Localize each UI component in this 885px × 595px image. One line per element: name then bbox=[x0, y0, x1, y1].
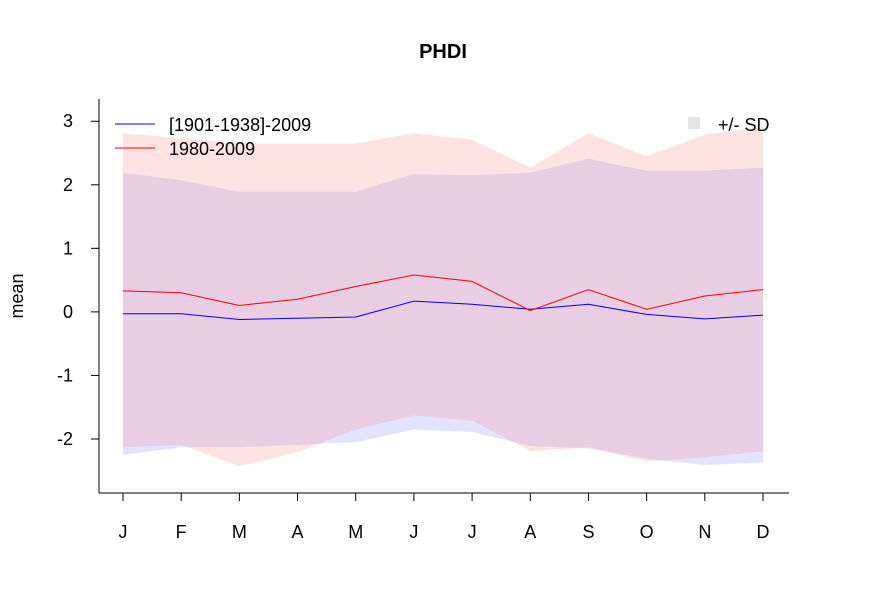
legend-swatch-sd-band bbox=[688, 117, 700, 129]
x-tick-label: J bbox=[468, 522, 477, 542]
legend-label-series-1: [1901-1938]-2009 bbox=[169, 115, 311, 135]
x-tick-label: N bbox=[698, 522, 711, 542]
legend: [1901-1938]-2009 1980-2009 +/- SD bbox=[115, 115, 770, 159]
sd-band-series-1 bbox=[123, 158, 763, 465]
x-tick-label: S bbox=[582, 522, 594, 542]
x-tick-label: M bbox=[348, 522, 363, 542]
y-tick-label: -1 bbox=[57, 365, 73, 385]
y-ticks: -2 -1 0 1 2 3 bbox=[57, 111, 99, 449]
x-tick-label: A bbox=[292, 522, 304, 542]
sd-band-series-2 bbox=[123, 127, 763, 467]
x-tick-label: F bbox=[176, 522, 187, 542]
chart-title: PHDI bbox=[419, 41, 467, 63]
mean-line-series-2 bbox=[122, 274, 764, 312]
mean-line-series-1 bbox=[123, 300, 764, 321]
x-tick-label: M bbox=[232, 522, 247, 542]
x-tick-label: J bbox=[409, 522, 418, 542]
legend-label-series-2: 1980-2009 bbox=[169, 139, 255, 159]
x-tick-label: O bbox=[640, 522, 654, 542]
x-tick-label: A bbox=[524, 522, 536, 542]
legend-label-sd-band: +/- SD bbox=[718, 115, 770, 135]
y-tick-label: -2 bbox=[57, 429, 73, 449]
y-tick-label: 1 bbox=[63, 238, 73, 258]
x-tick-label: D bbox=[757, 522, 770, 542]
sd-bands bbox=[123, 127, 763, 467]
mean-lines bbox=[122, 274, 764, 321]
x-tick-label: J bbox=[119, 522, 128, 542]
y-axis-title: mean bbox=[7, 273, 27, 318]
axes: -2 -1 0 1 2 3 J F M A M J J A S O N D bbox=[57, 99, 789, 542]
y-tick-label: 0 bbox=[63, 302, 73, 322]
y-tick-label: 3 bbox=[63, 111, 73, 131]
y-tick-label: 2 bbox=[63, 175, 73, 195]
